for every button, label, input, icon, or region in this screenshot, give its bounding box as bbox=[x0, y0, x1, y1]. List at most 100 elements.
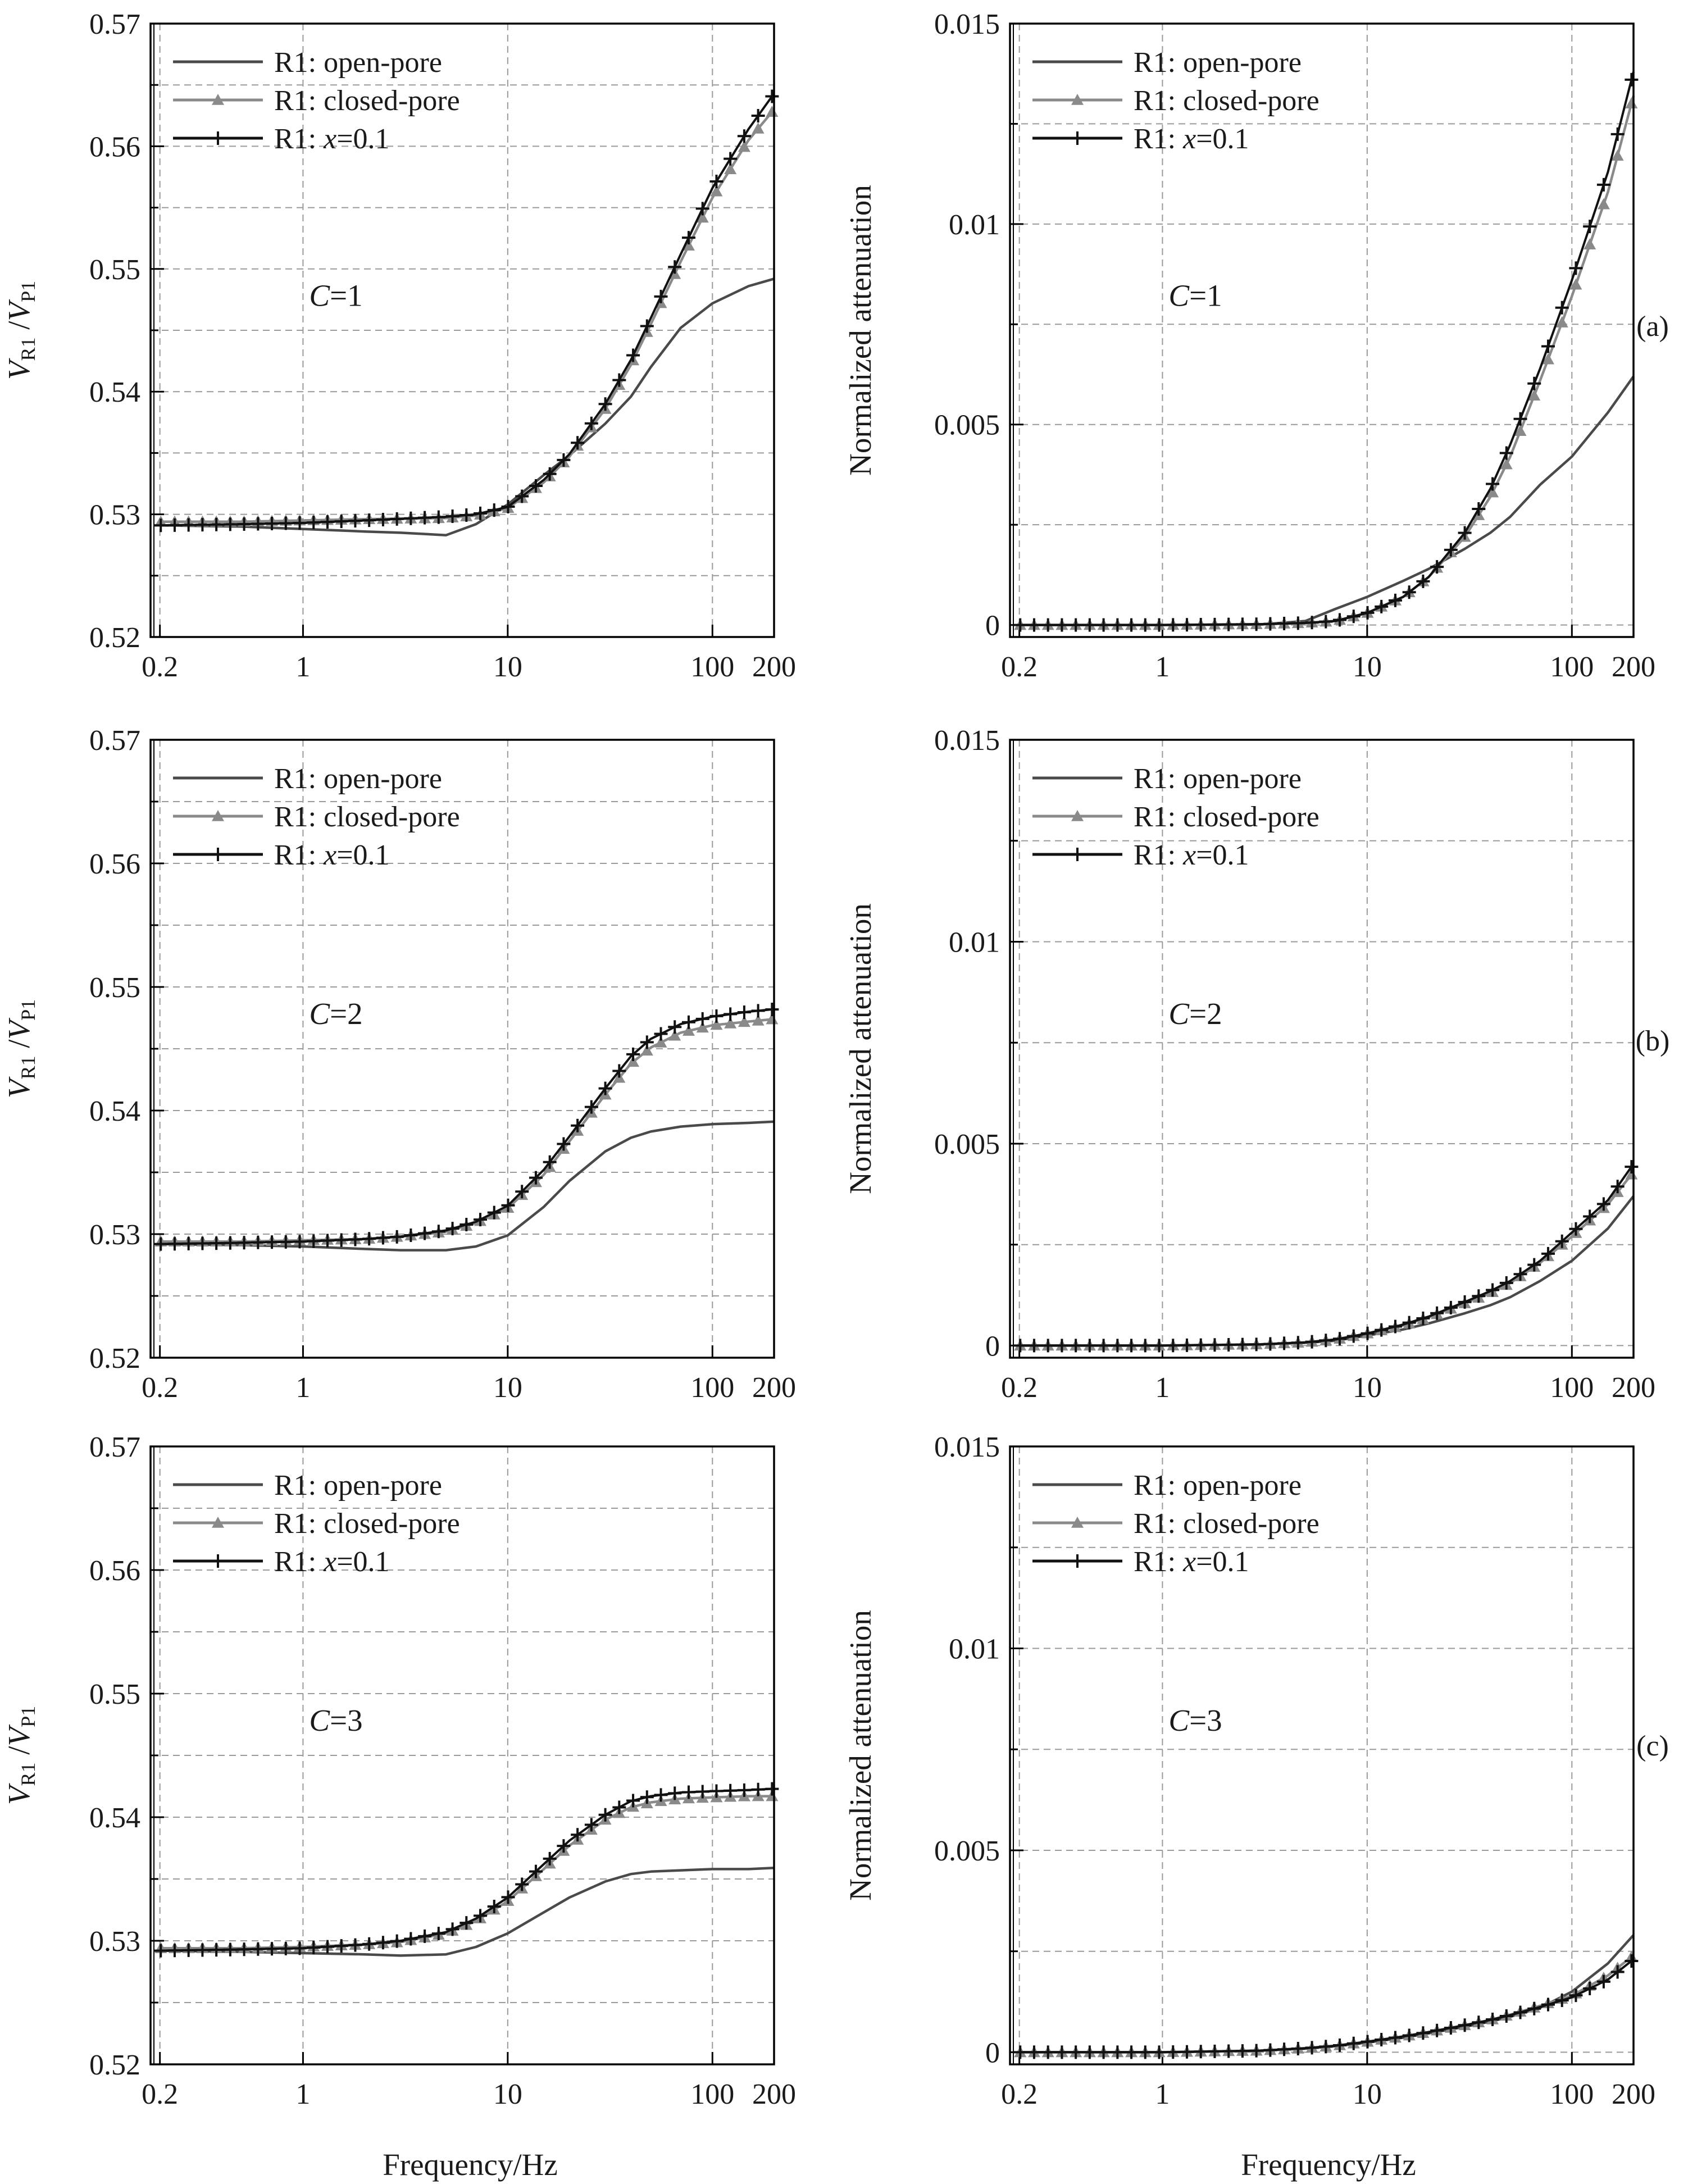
data-point-marker bbox=[293, 1235, 307, 1249]
data-point-marker bbox=[710, 185, 723, 197]
data-point-marker bbox=[1569, 261, 1583, 275]
data-point-marker bbox=[487, 503, 501, 517]
data-point-marker bbox=[1222, 2044, 1236, 2058]
data-point-marker bbox=[529, 1171, 543, 1185]
data-point-marker bbox=[1346, 609, 1361, 624]
data-point-marker bbox=[682, 1025, 695, 1036]
data-point-marker bbox=[445, 1922, 459, 1936]
x-tick-label: 200 bbox=[752, 651, 796, 683]
panel-tag-a: (a) bbox=[1636, 311, 1669, 343]
data-point-marker bbox=[1235, 2044, 1249, 2058]
y-tick-label: 0 bbox=[985, 1330, 1000, 1362]
data-point-marker bbox=[1458, 526, 1472, 540]
data-point-marker bbox=[695, 202, 709, 216]
data-point-marker bbox=[1152, 618, 1166, 632]
x-tick-label: 100 bbox=[690, 651, 734, 683]
data-point-marker bbox=[1375, 1323, 1389, 1337]
series-line bbox=[160, 93, 775, 527]
data-point-marker bbox=[181, 518, 195, 532]
series-open_pore bbox=[1019, 1195, 1635, 1347]
data-point-marker bbox=[418, 1929, 432, 1943]
data-point-marker bbox=[431, 1225, 445, 1239]
panel-b-right: 0 0.005 0.01 0.015 0.2 1 10 100 200 R1: open-pore… bbox=[843, 725, 1655, 1404]
data-point-marker bbox=[1388, 2031, 1402, 2045]
series-open_pore bbox=[160, 1120, 775, 1252]
x-tick-label: 10 bbox=[1353, 651, 1382, 683]
data-point-marker bbox=[681, 1015, 695, 1029]
y-tick-label: 0 bbox=[985, 2037, 1000, 2069]
data-point-marker bbox=[1499, 446, 1513, 460]
x-tick-label: 0.2 bbox=[142, 651, 178, 683]
data-point-marker bbox=[362, 1232, 376, 1246]
data-point-marker bbox=[1500, 458, 1513, 470]
data-point-marker bbox=[431, 1927, 445, 1941]
data-point-marker bbox=[501, 500, 515, 514]
panel-a-right: 0 0.005 0.01 0.015 0.2 1 10 100 200 R1: open-pore… bbox=[843, 8, 1655, 683]
data-point-marker bbox=[640, 319, 654, 333]
data-point-marker bbox=[1430, 560, 1444, 574]
data-point-marker bbox=[1249, 1337, 1263, 1352]
x-axis-title-right: Frequency/Hz bbox=[1241, 2147, 1416, 2182]
data-point-marker bbox=[654, 1788, 668, 1802]
data-point-marker bbox=[1611, 149, 1624, 161]
data-point-marker bbox=[320, 515, 334, 529]
data-point-marker bbox=[362, 1937, 376, 1951]
data-point-marker bbox=[751, 1782, 765, 1796]
series-line bbox=[1019, 71, 1635, 626]
data-point-marker bbox=[1180, 2045, 1194, 2059]
data-point-marker bbox=[1527, 1258, 1541, 1272]
data-point-marker bbox=[1013, 1339, 1027, 1353]
data-point-marker bbox=[654, 289, 668, 303]
data-point-marker bbox=[154, 1237, 168, 1251]
x-tick-label: 10 bbox=[493, 651, 522, 683]
data-point-marker bbox=[390, 1934, 404, 1948]
series-open_pore bbox=[1019, 1934, 1635, 2054]
data-point-marker bbox=[1584, 238, 1596, 249]
series-x01 bbox=[154, 89, 779, 533]
data-point-marker bbox=[1555, 316, 1568, 327]
series-line bbox=[1019, 1958, 1635, 2054]
legend-label: R1: x=0.1 bbox=[1134, 1546, 1249, 1578]
y-tick-label: 0.01 bbox=[949, 1633, 1000, 1665]
data-point-marker bbox=[515, 489, 529, 503]
legend: R1: open-pore R1: closed-pore R1: x=0.1 bbox=[1032, 47, 1320, 155]
c-label: C=1 bbox=[309, 278, 362, 312]
data-point-marker bbox=[1166, 618, 1180, 632]
data-point-marker bbox=[1027, 618, 1041, 632]
legend-marker bbox=[211, 131, 225, 145]
data-point-marker bbox=[1194, 2045, 1208, 2059]
x-tick-label: 0.2 bbox=[142, 2078, 178, 2110]
data-point-marker bbox=[1277, 2042, 1291, 2056]
data-point-marker bbox=[1569, 1989, 1583, 2003]
data-point-marker bbox=[195, 1236, 210, 1250]
data-point-marker bbox=[557, 1839, 571, 1853]
data-point-marker bbox=[293, 516, 307, 530]
x-tick-label: 0.2 bbox=[142, 1372, 178, 1404]
data-point-marker bbox=[1166, 2045, 1180, 2059]
legend-label: R1: closed-pore bbox=[1134, 801, 1320, 833]
data-point-marker bbox=[418, 511, 432, 525]
c-label: C=2 bbox=[309, 997, 362, 1031]
data-point-marker bbox=[1583, 220, 1597, 234]
data-point-marker bbox=[1625, 1954, 1639, 1968]
data-point-marker bbox=[668, 1020, 682, 1034]
data-point-marker bbox=[1111, 618, 1125, 632]
legend-marker bbox=[1071, 131, 1084, 145]
data-point-marker bbox=[1472, 502, 1486, 516]
data-point-marker bbox=[529, 479, 543, 493]
x-tick-label: 1 bbox=[1155, 2078, 1170, 2110]
data-point-marker bbox=[1402, 2028, 1416, 2042]
data-point-marker bbox=[640, 1035, 654, 1049]
series-open_pore bbox=[1019, 375, 1635, 626]
series-closed_pore bbox=[1014, 95, 1638, 630]
data-point-marker bbox=[709, 1784, 724, 1798]
data-point-marker bbox=[1528, 389, 1541, 401]
data-point-marker bbox=[1458, 2018, 1472, 2032]
data-point-marker bbox=[1596, 1974, 1610, 1989]
data-point-marker bbox=[474, 506, 488, 520]
legend-label: R1: closed-pore bbox=[274, 801, 460, 833]
x-tick-label: 100 bbox=[1550, 2078, 1594, 2110]
legend-marker bbox=[212, 94, 224, 105]
legend-label: R1: closed-pore bbox=[274, 85, 460, 117]
data-point-marker bbox=[1166, 1339, 1180, 1353]
